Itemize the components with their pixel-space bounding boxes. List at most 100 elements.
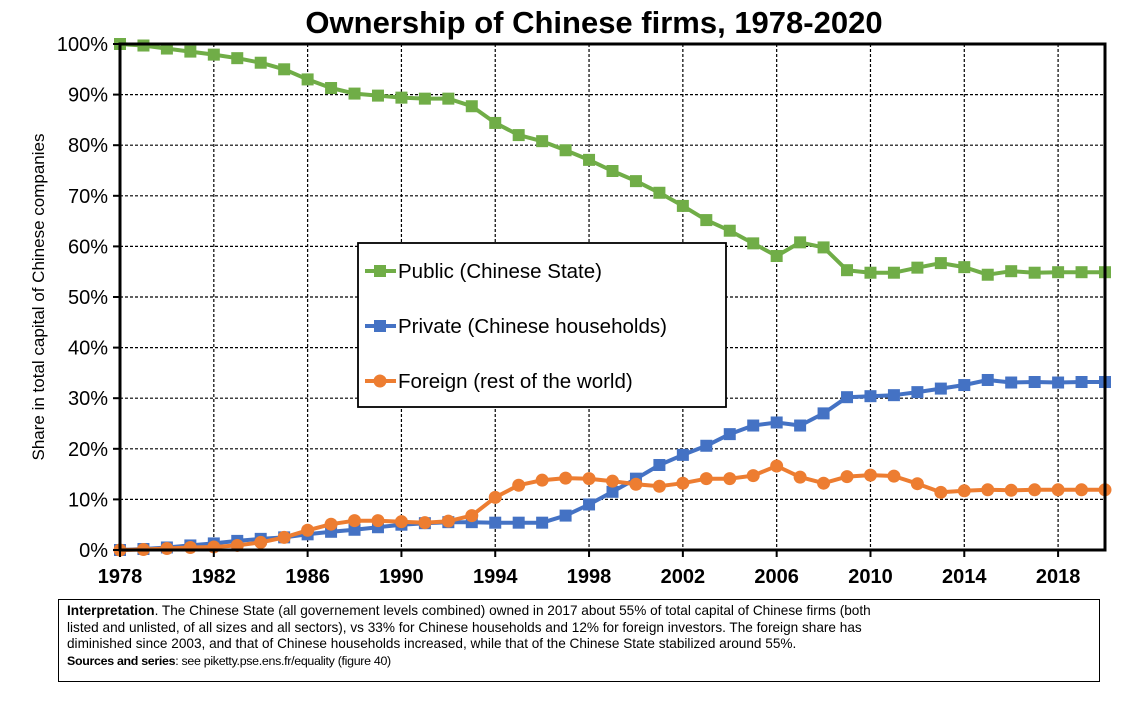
- y-axis-label: Share in total capital of Chinese compan…: [29, 134, 48, 461]
- legend-label: Public (Chinese State): [398, 260, 602, 283]
- data-point: [700, 214, 713, 227]
- x-tick-label: 1982: [192, 566, 237, 588]
- y-tick-label: 70%: [68, 186, 108, 208]
- series-line: [119, 42, 1105, 277]
- data-point: [488, 490, 502, 504]
- data-point: [348, 514, 362, 528]
- x-tick-label: 1986: [285, 566, 330, 588]
- x-tick-label: 1998: [567, 566, 612, 588]
- x-tick-label: 1990: [379, 566, 424, 588]
- data-point: [583, 153, 596, 166]
- x-tick-label: 1994: [473, 566, 518, 588]
- x-tick-label: 2002: [661, 566, 706, 588]
- data-point: [911, 386, 924, 399]
- legend-label: Private (Chinese households): [398, 315, 667, 338]
- data-point: [653, 186, 666, 199]
- chart-svg: Ownership of Chinese firms, 1978-2020 Sh…: [29, 5, 1112, 588]
- data-point: [325, 82, 338, 95]
- data-point: [371, 89, 384, 102]
- data-point: [442, 92, 455, 105]
- y-tick-label: 60%: [68, 236, 108, 258]
- data-point: [1028, 266, 1041, 279]
- data-point: [653, 458, 666, 471]
- series-layer: [113, 38, 1112, 557]
- data-point: [606, 165, 619, 178]
- data-point: [1028, 483, 1042, 497]
- data-point: [536, 135, 549, 148]
- x-ticks: 1978 1982 1986 1990 1994 1998 2002 2006 2010 2014…: [98, 550, 1081, 588]
- note-line-3: diminished since 2003, and that of Chine…: [67, 636, 797, 652]
- data-point: [184, 45, 197, 58]
- data-point: [606, 474, 619, 488]
- data-point: [418, 92, 431, 105]
- data-point: [817, 407, 830, 420]
- data-point: [629, 175, 642, 188]
- y-tick-label: 80%: [68, 135, 108, 157]
- data-point: [770, 459, 784, 473]
- data-point: [934, 382, 947, 395]
- data-point: [582, 472, 596, 486]
- chart-title: Ownership of Chinese firms, 1978-2020: [305, 5, 882, 40]
- data-point: [348, 523, 361, 536]
- data-point: [747, 237, 760, 250]
- y-tick-label: 30%: [68, 388, 108, 410]
- y-tick-label: 40%: [68, 338, 108, 360]
- data-point: [723, 472, 737, 486]
- y-tick-label: 20%: [68, 439, 108, 461]
- data-point: [864, 266, 877, 279]
- data-point: [817, 476, 831, 490]
- data-point: [231, 52, 244, 65]
- note-lead: Interpretation: [67, 603, 155, 618]
- sources-label: Sources and series: [67, 653, 176, 668]
- data-point: [512, 478, 526, 492]
- data-point: [910, 477, 924, 491]
- legend-marker: [374, 265, 386, 277]
- data-point: [1075, 376, 1088, 389]
- data-point: [207, 48, 220, 61]
- data-point: [1051, 483, 1065, 497]
- x-tick-label: 2018: [1036, 566, 1081, 588]
- y-tick-label: 90%: [68, 85, 108, 107]
- y-tick-label: 10%: [68, 489, 108, 511]
- data-point: [981, 268, 994, 281]
- data-point: [887, 266, 900, 279]
- data-point: [183, 540, 197, 554]
- x-tick-label: 2014: [942, 566, 987, 588]
- data-point: [559, 144, 572, 157]
- legend: Public (Chinese State) Private (Chinese h…: [357, 242, 727, 408]
- data-point: [911, 261, 924, 274]
- data-point: [277, 530, 291, 544]
- note-line-2: listed and unlisted, of all sizes and al…: [67, 619, 862, 635]
- data-point: [958, 261, 971, 274]
- data-point: [747, 419, 760, 432]
- x-tick-label: 1978: [98, 566, 143, 588]
- data-point: [254, 56, 267, 69]
- data-point: [418, 516, 432, 530]
- data-point: [1004, 483, 1018, 497]
- series-2: [113, 459, 1112, 557]
- data-point: [746, 469, 760, 483]
- data-point: [1005, 376, 1018, 389]
- note-line-1: Interpretation. The Chinese State (all g…: [67, 603, 1091, 620]
- legend-box: [357, 242, 727, 408]
- data-point: [699, 472, 713, 486]
- data-point: [981, 373, 994, 386]
- x-tick-label: 2006: [754, 566, 799, 588]
- data-point: [441, 514, 455, 528]
- data-point: [817, 241, 830, 254]
- data-point: [793, 470, 807, 484]
- data-point: [301, 523, 315, 537]
- data-point: [301, 73, 314, 86]
- data-point: [887, 469, 901, 483]
- data-point: [676, 448, 689, 461]
- data-point: [1075, 483, 1089, 497]
- data-point: [395, 91, 408, 104]
- x-tick-label: 2010: [848, 566, 893, 588]
- data-point: [512, 129, 525, 142]
- data-point: [1005, 265, 1018, 278]
- data-point: [841, 391, 854, 404]
- data-point: [723, 224, 736, 237]
- data-point: [137, 39, 150, 52]
- data-point: [981, 483, 995, 497]
- legend-marker: [373, 374, 387, 388]
